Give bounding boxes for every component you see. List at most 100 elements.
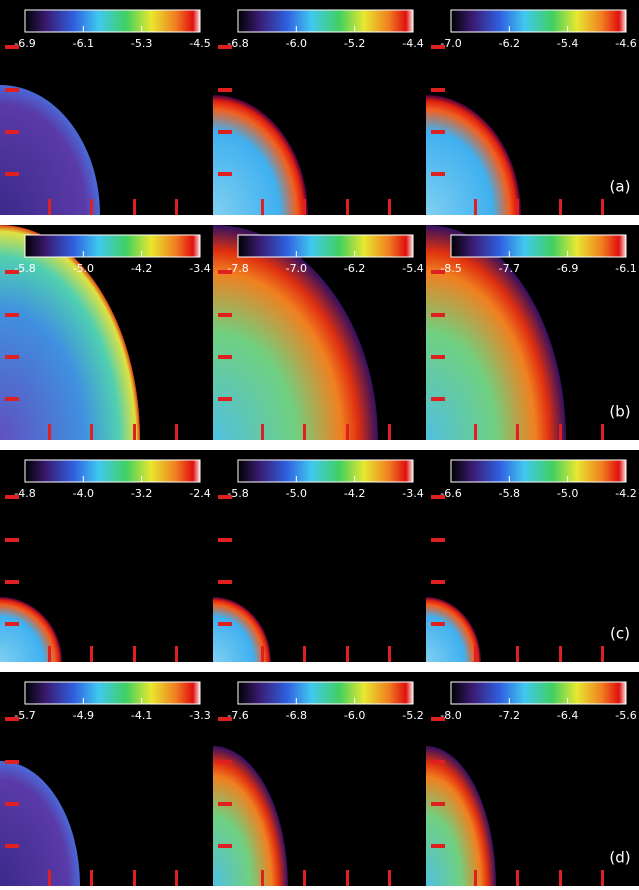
colorbar-label: -4.8 (14, 487, 35, 500)
axis-tick (5, 172, 19, 176)
colorbar-label: -5.2 (402, 709, 423, 722)
colorbar (451, 235, 626, 257)
axis-tick (559, 424, 562, 440)
colorbar-label: -5.6 (615, 709, 636, 722)
colorbar-label: -5.2 (344, 37, 365, 50)
colorbar-label: -5.0 (557, 487, 578, 500)
axis-tick (601, 870, 604, 886)
axis-tick (218, 760, 232, 764)
axis-tick (175, 199, 178, 215)
axis-tick (218, 172, 232, 176)
colorbar-label: -4.6 (615, 37, 636, 50)
colorbar (25, 682, 200, 704)
axis-tick (5, 538, 19, 542)
colorbar-label: -3.4 (189, 262, 210, 275)
axis-tick (303, 646, 306, 662)
colorbar-label: -7.8 (227, 262, 248, 275)
axis-tick (261, 870, 264, 886)
axis-tick (48, 424, 51, 440)
row-label: (d) (609, 849, 630, 867)
colorbar-label: -2.4 (189, 487, 210, 500)
axis-tick (5, 760, 19, 764)
axis-tick (346, 646, 349, 662)
colorbar-label: -5.4 (557, 37, 578, 50)
axis-tick (601, 646, 604, 662)
row-label: (c) (610, 625, 630, 643)
colorbar-label: -5.3 (131, 37, 152, 50)
axis-tick (133, 646, 136, 662)
axis-tick (431, 802, 445, 806)
colorbar-label: -7.7 (499, 262, 520, 275)
axis-tick (261, 646, 264, 662)
colorbar (451, 460, 626, 482)
axis-tick (218, 622, 232, 626)
colorbar-label: -5.8 (499, 487, 520, 500)
figure: -6.9-6.1-5.3-4.5-6.8-6.0-5.2-4.4-7.0-6.2… (0, 0, 639, 886)
axis-tick (431, 355, 445, 359)
axis-tick (474, 424, 477, 440)
colorbar (238, 460, 413, 482)
colorbar-label: -3.3 (189, 709, 210, 722)
axis-tick (90, 199, 93, 215)
axis-tick (431, 88, 445, 92)
colorbar (25, 10, 200, 32)
colorbar-label: -7.0 (440, 37, 461, 50)
axis-tick (218, 88, 232, 92)
colorbar-label: -4.2 (344, 487, 365, 500)
axis-tick (5, 130, 19, 134)
colorbar-label: -3.4 (402, 487, 423, 500)
page: {"rows": [ {"label": "(a)", "panels": [ … (0, 0, 639, 886)
axis-tick (5, 397, 19, 401)
colorbar-label: -6.9 (557, 262, 578, 275)
colorbar-label: -4.5 (189, 37, 210, 50)
colorbar-label: -4.2 (615, 487, 636, 500)
colorbar-label: -4.1 (131, 709, 152, 722)
axis-tick (474, 199, 477, 215)
colorbar-label: -6.8 (227, 37, 248, 50)
axis-tick (48, 646, 51, 662)
colorbar-label: -7.6 (227, 709, 248, 722)
colorbar-label: -5.8 (227, 487, 248, 500)
colorbar-label: -5.0 (286, 487, 307, 500)
axis-tick (431, 844, 445, 848)
colorbar-label: -6.2 (499, 37, 520, 50)
colorbar-label: -7.2 (499, 709, 520, 722)
axis-tick (303, 870, 306, 886)
colorbar-label: -8.5 (440, 262, 461, 275)
colorbar (238, 682, 413, 704)
axis-tick (388, 199, 391, 215)
axis-tick (559, 646, 562, 662)
axis-tick (516, 870, 519, 886)
colorbar-label: -5.8 (14, 262, 35, 275)
axis-tick (218, 538, 232, 542)
axis-tick (601, 424, 604, 440)
axis-tick (133, 424, 136, 440)
axis-tick (516, 199, 519, 215)
axis-tick (516, 424, 519, 440)
axis-tick (90, 870, 93, 886)
axis-tick (218, 130, 232, 134)
colorbar-label: -4.2 (131, 262, 152, 275)
axis-tick (431, 172, 445, 176)
colorbar (238, 10, 413, 32)
colorbar-label: -3.2 (131, 487, 152, 500)
colorbar-label: -4.4 (402, 37, 423, 50)
axis-tick (5, 355, 19, 359)
axis-tick (431, 397, 445, 401)
colorbar-label: -6.4 (557, 709, 578, 722)
axis-tick (261, 199, 264, 215)
axis-tick (5, 844, 19, 848)
colorbar (238, 235, 413, 257)
axis-tick (388, 646, 391, 662)
colorbar (25, 460, 200, 482)
colorbar-label: -6.0 (286, 37, 307, 50)
axis-tick (90, 424, 93, 440)
axis-tick (175, 870, 178, 886)
axis-tick (346, 870, 349, 886)
colorbar-label: -8.0 (440, 709, 461, 722)
axis-tick (90, 646, 93, 662)
axis-tick (303, 199, 306, 215)
axis-tick (474, 870, 477, 886)
axis-tick (431, 580, 445, 584)
axis-tick (133, 870, 136, 886)
